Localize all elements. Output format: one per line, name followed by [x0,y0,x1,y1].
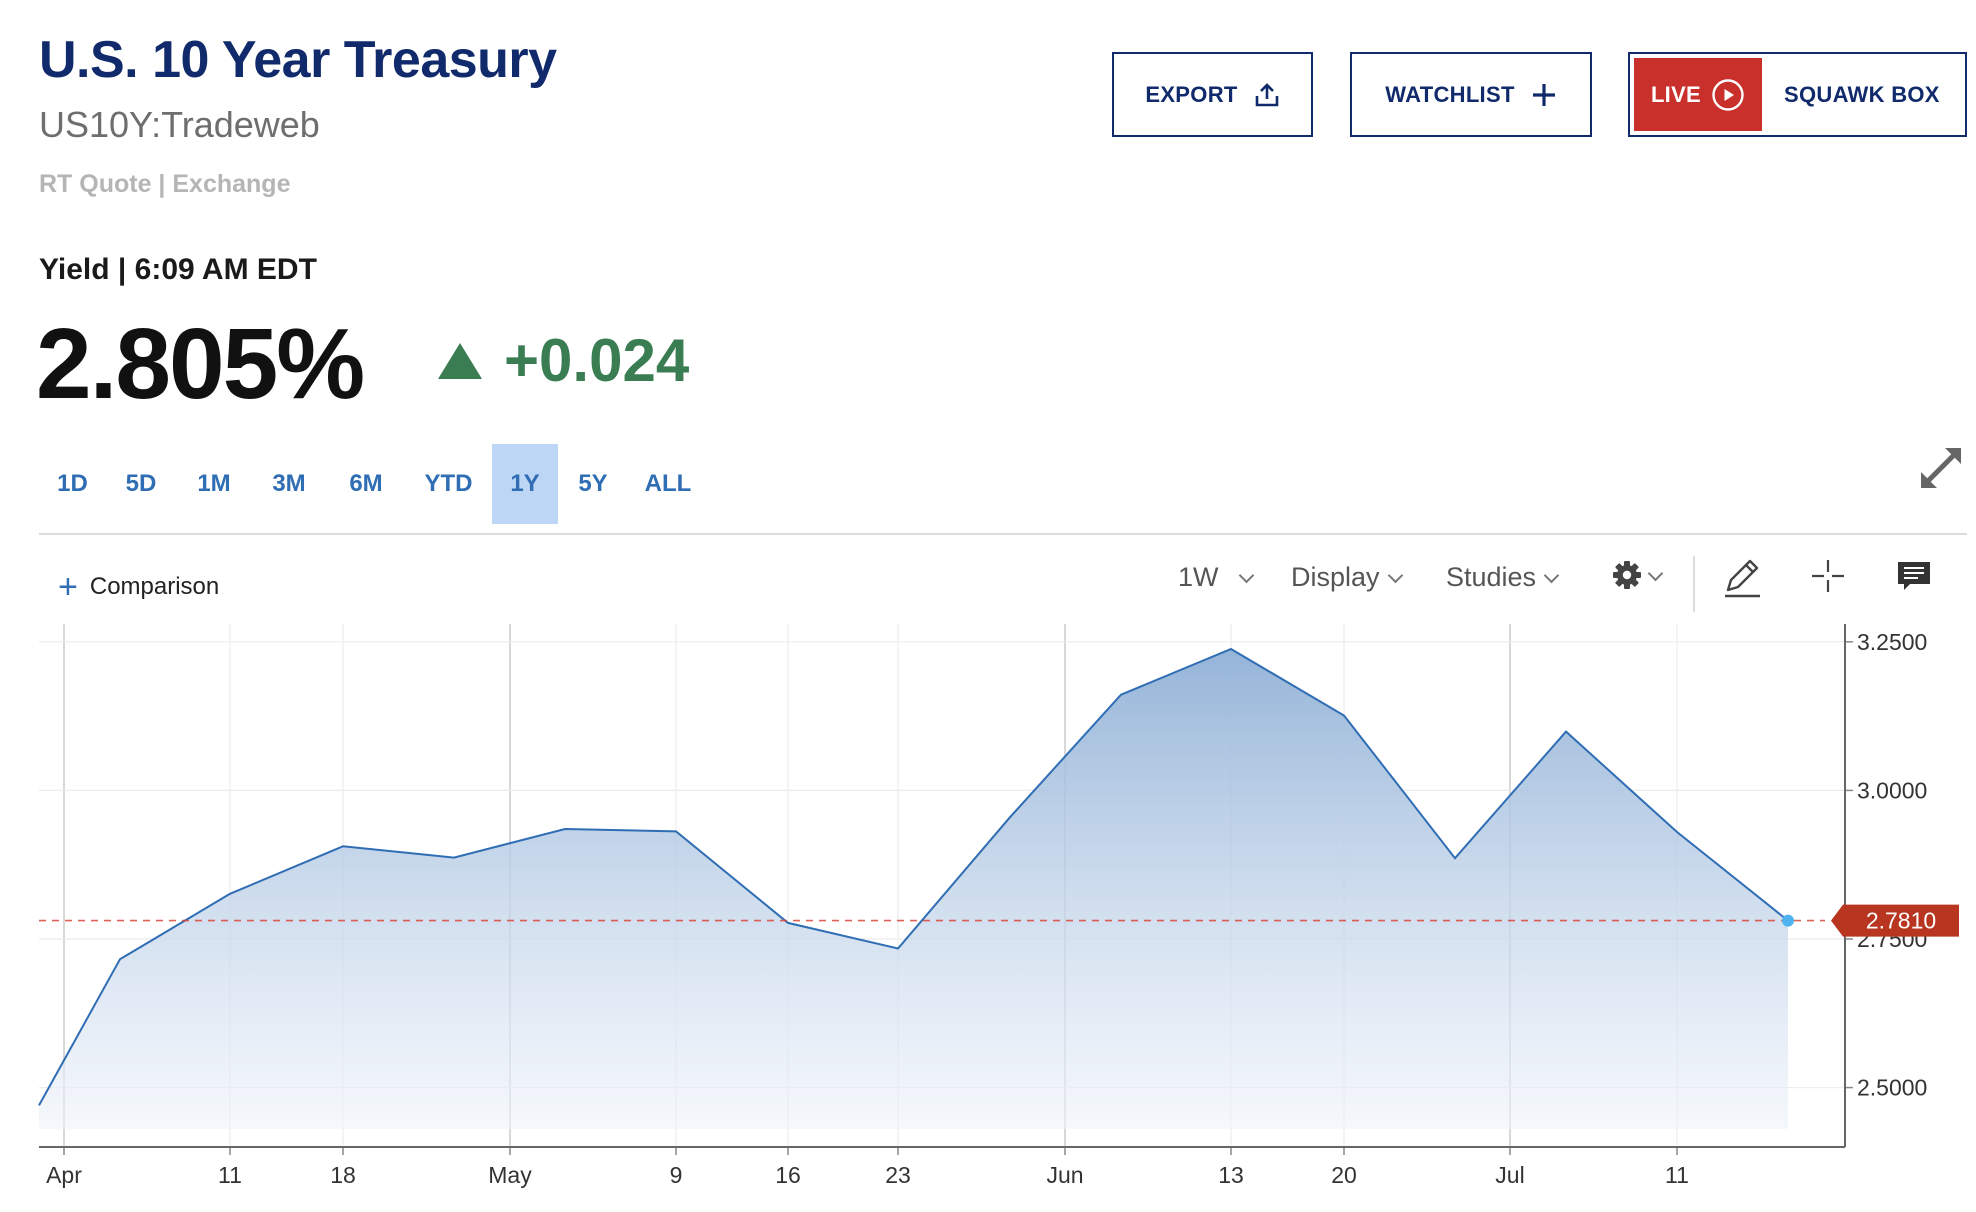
range-selector: 1D 5D 1M 3M 6M YTD 1Y 5Y ALL [40,444,708,524]
range-5d[interactable]: 5D [125,470,157,497]
data-point[interactable] [561,825,569,833]
data-point[interactable] [672,827,680,835]
export-icon [1255,82,1278,106]
x-tick-label: 11 [218,1162,242,1188]
change-group: +0.024 [438,326,689,395]
plus-icon [1532,83,1555,106]
symbol-label: US10Y:Tradeweb [39,104,320,145]
x-tick-label: 18 [330,1162,356,1188]
pencil-icon[interactable] [1722,556,1762,598]
data-point[interactable] [450,854,458,862]
y-tick-label: 2.5000 [1857,1075,1927,1101]
data-point[interactable] [1451,854,1459,862]
comment-icon[interactable] [1896,560,1932,592]
interval-dropdown[interactable]: 1W [1178,562,1254,593]
current-yield: 2.805% [36,308,365,420]
data-point[interactable] [1117,691,1125,699]
x-tick-label: 16 [775,1162,801,1188]
yield-label: Yield | 6:09 AM EDT [39,253,317,286]
x-tick-label: 11 [1665,1162,1689,1188]
display-dropdown[interactable]: Display [1291,562,1403,593]
y-tick-label: 3.0000 [1857,777,1927,803]
chevron-down-icon [1238,567,1254,584]
range-1y[interactable]: 1Y [492,444,558,524]
x-tick-label: 20 [1331,1162,1357,1188]
x-tick-label: Jul [1495,1162,1524,1188]
live-tag: LIVE [1634,58,1762,131]
data-point[interactable] [339,842,347,850]
section-divider [39,533,1967,535]
data-point[interactable] [1562,728,1570,736]
range-3m[interactable]: 3M [272,470,306,497]
page-title: U.S. 10 Year Treasury [39,31,557,89]
watchlist-button-label: WATCHLIST [1385,81,1515,107]
comparison-button[interactable]: + Comparison [58,570,219,604]
gear-icon [1613,561,1641,589]
studies-label: Studies [1446,562,1537,592]
display-label: Display [1291,562,1380,592]
live-label: LIVE [1650,81,1702,107]
x-tick-label: Apr [46,1162,82,1188]
data-point[interactable] [894,945,902,953]
last-value-badge [1831,904,1959,937]
studies-dropdown[interactable]: Studies [1446,562,1560,593]
yield-change: +0.024 [504,327,690,394]
export-button[interactable]: EXPORT [1112,52,1313,137]
live-squawk-box-button[interactable]: LIVE SQUAWK BOX [1628,52,1967,137]
range-1m[interactable]: 1M [197,470,231,497]
data-point[interactable] [1006,813,1014,821]
play-icon [1712,78,1744,111]
range-1d[interactable]: 1D [57,470,88,497]
expand-icon[interactable] [1915,442,1967,494]
last-value-label: 2.7810 [1866,908,1936,934]
range-5y[interactable]: 5Y [578,470,608,497]
range-all[interactable]: ALL [644,470,692,497]
data-point[interactable] [1340,712,1348,720]
chevron-down-icon [1543,567,1560,584]
x-tick-label: Jun [1046,1162,1083,1188]
up-arrow-icon [438,342,482,379]
x-tick-label: May [488,1162,532,1188]
data-point[interactable] [116,955,124,963]
export-button-label: EXPORT [1145,81,1238,107]
chevron-down-icon [1647,565,1664,581]
x-tick-label: 23 [885,1162,911,1188]
squawk-box-label: SQUAWK BOX [1784,81,1940,107]
watchlist-button[interactable]: WATCHLIST [1350,52,1592,137]
data-point[interactable] [226,890,234,898]
yield-chart[interactable]: Apr 11 18 May 9 16 23 Jun 13 20 Jul 11 3.2500 3.0000 2… [0,620,1976,1212]
yield-line [38,647,1789,1106]
chevron-down-icon [1387,567,1403,584]
range-6m[interactable]: 6M [349,470,383,497]
crosshair-icon[interactable] [1810,558,1846,594]
comparison-label: Comparison [89,573,220,600]
y-tick-label: 3.2500 [1857,629,1927,655]
yield-area [39,649,1788,1129]
x-tick-label: 13 [1218,1162,1244,1188]
plus-icon: + [58,568,78,606]
data-point[interactable] [1227,645,1235,653]
interval-label: 1W [1178,562,1219,592]
quote-type-label: RT Quote | Exchange [39,170,291,198]
data-point[interactable] [1673,828,1681,836]
last-point-marker [1782,914,1794,927]
x-tick-label: 9 [670,1162,683,1188]
settings-dropdown[interactable] [1612,560,1664,590]
range-ytd[interactable]: YTD [424,470,473,497]
data-point[interactable] [35,1101,43,1109]
toolbar-separator [1693,556,1695,612]
